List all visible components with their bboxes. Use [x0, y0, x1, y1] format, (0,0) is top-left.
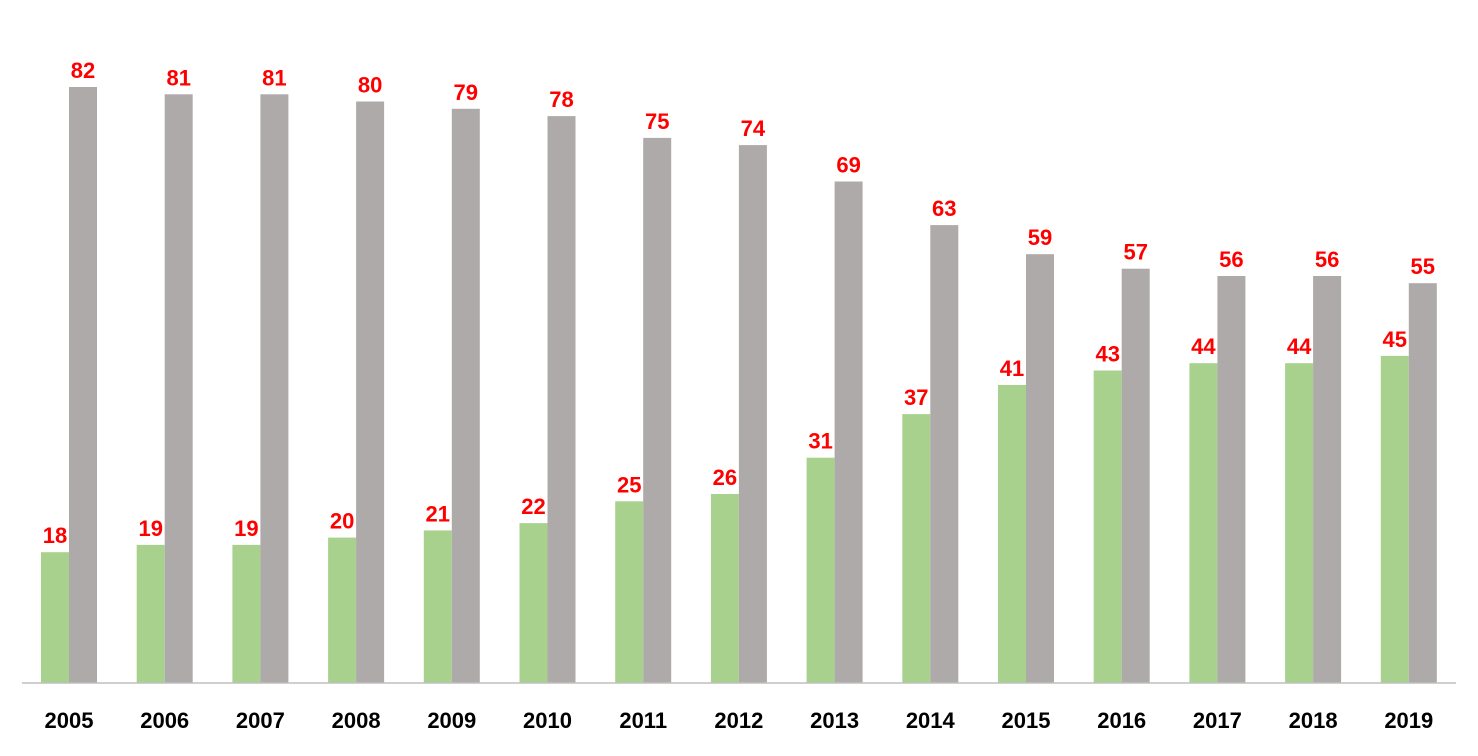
gray-bar-2010 [547, 116, 576, 684]
green-bar-label-2016: 43 [1095, 342, 1119, 367]
x-tick-label-2015: 2015 [1002, 708, 1051, 733]
green-bar-2005 [41, 552, 69, 683]
gray-bar-label-2009: 79 [454, 80, 478, 105]
green-bar-2013 [806, 457, 835, 683]
gray-bar-label-2012: 74 [741, 116, 766, 141]
gray-bar-2015 [1026, 254, 1054, 683]
gray-bar-2008 [356, 101, 385, 683]
green-bar-2006 [136, 544, 165, 683]
x-tick-label-2019: 2019 [1384, 708, 1433, 733]
green-bar-label-2010: 22 [521, 494, 545, 519]
x-tick-label-2018: 2018 [1289, 708, 1338, 733]
gray-bar-label-2016: 57 [1123, 240, 1147, 265]
x-tick-label-2008: 2008 [332, 708, 381, 733]
bars-group [41, 87, 1437, 684]
x-tick-label-2016: 2016 [1097, 708, 1146, 733]
green-bar-label-2011: 25 [617, 472, 641, 497]
gray-bar-2012 [738, 145, 767, 684]
x-tick-label-2012: 2012 [714, 708, 763, 733]
x-tick-label-2017: 2017 [1193, 708, 1242, 733]
x-tick-label-2006: 2006 [140, 708, 189, 733]
green-bar-label-2013: 31 [808, 429, 832, 454]
gray-bar-2016 [1121, 268, 1150, 683]
green-bar-label-2008: 20 [330, 509, 354, 534]
gray-bar-2011 [643, 137, 672, 683]
x-tick-label-2009: 2009 [427, 708, 476, 733]
green-bar-2010 [519, 523, 548, 683]
gray-bar-2007 [260, 94, 289, 684]
gray-bar-2018 [1313, 276, 1342, 683]
green-bar-2015 [998, 385, 1026, 683]
green-bar-2016 [1093, 370, 1122, 683]
gray-bar-2006 [164, 94, 193, 684]
gray-bar-2005 [69, 87, 97, 683]
green-bar-2017 [1189, 363, 1218, 683]
x-tick-label-2013: 2013 [810, 708, 859, 733]
gray-bar-label-2008: 80 [358, 73, 382, 98]
gray-bar-label-2011: 75 [645, 109, 669, 134]
gray-bar-2013 [834, 181, 863, 683]
green-bar-2019 [1380, 355, 1409, 683]
gray-bar-2019 [1408, 283, 1437, 683]
green-bar-label-2012: 26 [713, 465, 737, 490]
gray-bar-label-2007: 81 [262, 65, 286, 90]
gray-bar-label-2017: 56 [1219, 247, 1243, 272]
x-tick-label-2014: 2014 [906, 708, 956, 733]
green-bar-label-2014: 37 [904, 385, 928, 410]
green-bar-2014 [902, 414, 931, 683]
data-labels-group: 18 82 19 81 19 81 20 80 21 79 22 78 25 75 26 74 31 69 37 63… [43, 58, 1435, 548]
green-bar-2009 [423, 530, 452, 683]
x-tick-label-2010: 2010 [523, 708, 572, 733]
green-bar-2008 [328, 537, 357, 683]
green-bar-label-2009: 21 [426, 501, 450, 526]
gray-bar-label-2006: 81 [166, 65, 190, 90]
gray-bar-label-2013: 69 [836, 153, 860, 178]
gray-bar-2014 [930, 225, 959, 683]
green-bar-2011 [615, 501, 644, 683]
green-bar-2018 [1285, 363, 1314, 683]
x-tick-labels-group: 2005 2006 2007 2008 2009 2010 2011 2012 2013 2014… [45, 708, 1434, 733]
gray-bar-label-2014: 63 [932, 196, 956, 221]
green-bar-label-2006: 19 [138, 516, 162, 541]
green-bar-2007 [232, 544, 261, 683]
green-bar-label-2007: 19 [234, 516, 258, 541]
gray-bar-2009 [451, 108, 480, 684]
gray-bar-label-2018: 56 [1315, 247, 1339, 272]
green-bar-label-2017: 44 [1191, 334, 1216, 359]
green-bar-label-2005: 18 [43, 523, 67, 548]
x-tick-label-2005: 2005 [45, 708, 94, 733]
gray-bar-label-2010: 78 [549, 87, 573, 112]
green-bar-label-2018: 44 [1287, 334, 1312, 359]
x-tick-label-2007: 2007 [236, 708, 285, 733]
green-bar-label-2015: 41 [1000, 356, 1024, 381]
gray-bar-label-2019: 55 [1411, 254, 1435, 279]
gray-bar-label-2015: 59 [1028, 225, 1052, 250]
green-bar-label-2019: 45 [1383, 327, 1407, 352]
gray-bar-label-2005: 82 [71, 58, 95, 83]
x-tick-label-2011: 2011 [619, 708, 667, 733]
gray-bar-2017 [1217, 276, 1246, 683]
green-bar-2012 [710, 494, 739, 683]
